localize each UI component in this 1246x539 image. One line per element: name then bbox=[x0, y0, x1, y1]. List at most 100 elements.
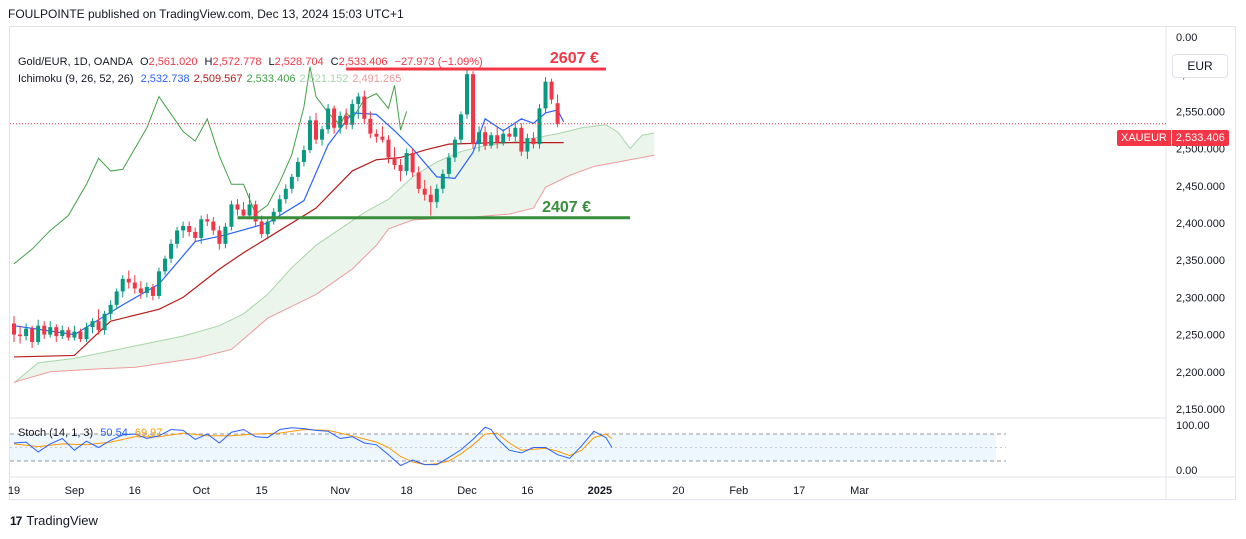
candle bbox=[54, 327, 59, 337]
last-price-value: 2,533.406 bbox=[1171, 130, 1229, 146]
publisher-credit: FOULPOINTE published on TradingView.com,… bbox=[8, 7, 404, 21]
candle bbox=[326, 108, 331, 130]
candle bbox=[60, 330, 65, 337]
ichimoku-cloud bbox=[14, 124, 655, 383]
ichimoku-legend: Ichimoku (9, 26, 52, 26) 2,532.738 2,509.… bbox=[18, 73, 409, 85]
candle bbox=[283, 188, 288, 200]
candle bbox=[289, 176, 294, 189]
ichimoku-value-4: 2,491.265 bbox=[352, 73, 402, 85]
candle bbox=[169, 243, 174, 259]
time-axis-label: 19 bbox=[8, 485, 20, 497]
candle bbox=[531, 138, 536, 145]
candle bbox=[72, 331, 77, 338]
candle bbox=[229, 204, 234, 227]
candle bbox=[181, 225, 186, 231]
candle bbox=[138, 288, 143, 293]
stoch-d-value: 69.97 bbox=[134, 427, 163, 439]
price-legend: Gold/EUR, 1D, OANDA O2,561.020 H2,572.77… bbox=[18, 56, 487, 68]
candle bbox=[440, 173, 445, 189]
tradingview-brand[interactable]: 17 TradingView bbox=[10, 513, 98, 528]
ichimoku-value-3: 2,521.152 bbox=[299, 73, 349, 85]
time-axis-label: 16 bbox=[521, 485, 533, 497]
candle bbox=[338, 115, 343, 128]
time-axis-label: 16 bbox=[129, 485, 141, 497]
candle bbox=[392, 157, 397, 165]
price-axis-label: 2,550.000 bbox=[1176, 106, 1225, 118]
ichimoku-span-a bbox=[13, 124, 655, 384]
candle bbox=[410, 153, 415, 173]
candle bbox=[259, 221, 264, 235]
candle bbox=[374, 133, 379, 137]
candle bbox=[525, 138, 530, 152]
candle bbox=[350, 103, 355, 125]
candle bbox=[416, 172, 421, 189]
candle bbox=[96, 321, 101, 331]
ichimoku-name: Ichimoku (9, 26, 52, 26) bbox=[18, 73, 134, 85]
ichimoku-span-b bbox=[13, 154, 655, 383]
candle bbox=[356, 96, 361, 104]
stoch-k-value: 50.54 bbox=[100, 427, 128, 439]
candle bbox=[48, 327, 53, 335]
candle bbox=[513, 127, 518, 137]
time-axis-label: Mar bbox=[850, 485, 869, 497]
candle bbox=[30, 328, 35, 343]
stoch-axis-label: 0.00 bbox=[1176, 465, 1197, 477]
candle bbox=[120, 278, 125, 292]
candle bbox=[90, 321, 95, 328]
candle bbox=[301, 150, 306, 162]
candle bbox=[223, 226, 228, 244]
candle bbox=[265, 221, 270, 235]
time-axis-label: 17 bbox=[793, 485, 805, 497]
time-axis-label: 2025 bbox=[588, 485, 612, 497]
candle bbox=[434, 188, 439, 203]
price-axis-label: 2,250.000 bbox=[1176, 330, 1225, 342]
ichimoku-value-1: 2,509.567 bbox=[193, 73, 243, 85]
candle bbox=[12, 323, 16, 335]
candle bbox=[108, 304, 113, 314]
candle bbox=[465, 74, 469, 115]
level-label-1: 2407 € bbox=[542, 199, 591, 216]
candle bbox=[380, 136, 385, 140]
candle bbox=[489, 135, 494, 146]
candle bbox=[18, 334, 23, 337]
legend-high: H2,572.778 bbox=[204, 56, 262, 68]
candle bbox=[295, 161, 300, 177]
candle bbox=[368, 118, 373, 134]
candle bbox=[519, 127, 524, 152]
time-axis-label: Oct bbox=[193, 485, 210, 497]
time-axis-label: Sep bbox=[65, 485, 85, 497]
time-axis-label: 15 bbox=[256, 485, 268, 497]
candle bbox=[446, 157, 451, 174]
currency-button[interactable]: EUR bbox=[1172, 54, 1228, 78]
candle bbox=[199, 219, 204, 238]
candle bbox=[428, 194, 433, 203]
ichimoku-values: 2,532.738 2,509.567 2,533.406 2,521.152 2,49… bbox=[141, 73, 406, 85]
candle bbox=[314, 120, 318, 140]
last-price-symbol: XAUEUR bbox=[1117, 130, 1171, 146]
legend-low: L2,528.704 bbox=[268, 56, 324, 68]
legend-close: C2,533.406 bbox=[330, 56, 388, 68]
candle bbox=[132, 282, 137, 289]
candle bbox=[217, 230, 222, 244]
legend-symbol: Gold/EUR, 1D, OANDA bbox=[18, 56, 133, 68]
candle bbox=[332, 108, 337, 128]
candle bbox=[211, 221, 216, 231]
candle bbox=[422, 188, 427, 195]
candle bbox=[277, 199, 282, 212]
time-axis-label: Dec bbox=[457, 485, 477, 497]
candle bbox=[247, 204, 252, 216]
candle bbox=[507, 133, 512, 137]
candle bbox=[537, 108, 542, 145]
chart-frame bbox=[9, 26, 1236, 500]
candle bbox=[495, 135, 500, 143]
stoch-k-line bbox=[13, 426, 613, 467]
candle bbox=[452, 139, 457, 158]
candle bbox=[205, 219, 210, 222]
time-axis-label: Feb bbox=[729, 485, 748, 497]
candle bbox=[193, 231, 198, 238]
candle bbox=[458, 114, 463, 140]
candle bbox=[114, 291, 119, 305]
level-label-0: 2607 € bbox=[550, 50, 599, 67]
ichimoku-value-0: 2,532.738 bbox=[140, 73, 190, 85]
